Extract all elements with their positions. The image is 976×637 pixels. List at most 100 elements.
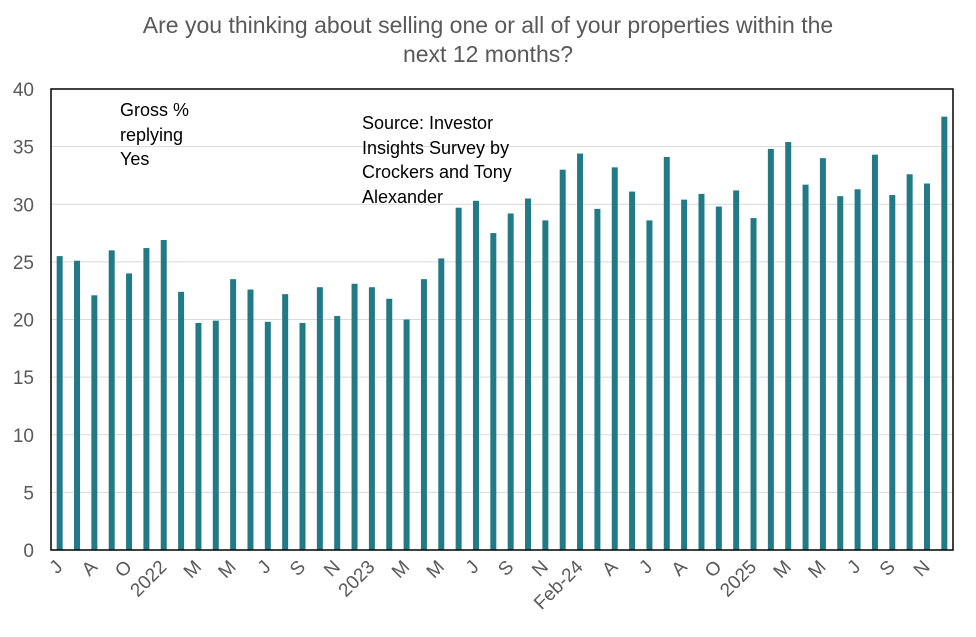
gridlines bbox=[51, 146, 953, 493]
y-tick-label: 0 bbox=[23, 541, 34, 562]
bar bbox=[195, 322, 202, 550]
series-label-annotation: Gross % replying Yes bbox=[120, 100, 189, 169]
bar bbox=[923, 183, 930, 550]
bar bbox=[264, 321, 271, 550]
bar bbox=[611, 167, 618, 550]
bar bbox=[438, 258, 445, 550]
bar bbox=[802, 184, 809, 550]
bar bbox=[403, 319, 410, 550]
bar bbox=[212, 320, 219, 550]
bar bbox=[108, 250, 115, 550]
y-tick-label: 25 bbox=[13, 253, 34, 274]
bar bbox=[750, 218, 757, 550]
x-tick-label: J bbox=[46, 557, 68, 579]
x-tick-label: A bbox=[598, 556, 622, 580]
x-tick-label: A bbox=[78, 556, 102, 580]
bar bbox=[56, 256, 63, 550]
bar bbox=[698, 193, 705, 550]
bar bbox=[282, 294, 289, 550]
bar bbox=[542, 220, 549, 550]
y-axis-tick-labels: 0 5 10 15 20 25 30 35 40 bbox=[13, 80, 34, 562]
bar bbox=[507, 213, 514, 550]
bar bbox=[715, 206, 722, 550]
y-tick-label: 35 bbox=[13, 138, 34, 159]
x-tick-label: M bbox=[180, 557, 206, 583]
x-tick-label: J bbox=[254, 557, 276, 579]
chart-title: Are you thinking about selling one or al… bbox=[143, 12, 833, 67]
x-tick-label: N bbox=[320, 557, 345, 582]
bar bbox=[316, 287, 323, 550]
bar bbox=[559, 169, 566, 551]
x-tick-label: S bbox=[286, 557, 310, 581]
x-tick-label: A bbox=[668, 556, 692, 580]
x-tick-label: M bbox=[804, 557, 830, 583]
bar bbox=[663, 156, 670, 550]
bar bbox=[681, 199, 688, 550]
y-tick-label: 30 bbox=[13, 195, 34, 216]
x-tick-label: J bbox=[635, 557, 657, 579]
bar bbox=[577, 153, 584, 551]
x-tick-label: N bbox=[528, 557, 553, 582]
bar bbox=[889, 195, 896, 550]
x-tick-label: O bbox=[111, 557, 136, 582]
bar bbox=[74, 260, 81, 550]
x-tick-label: M bbox=[770, 557, 796, 583]
bar bbox=[143, 248, 150, 551]
bar bbox=[368, 287, 375, 550]
y-tick-label: 15 bbox=[13, 368, 34, 389]
bar bbox=[126, 273, 133, 550]
bar bbox=[91, 295, 98, 550]
series-label-line: Yes bbox=[120, 149, 149, 169]
bar bbox=[525, 198, 532, 551]
source-note-annotation: Source: Investor Insights Survey by Croc… bbox=[362, 113, 512, 207]
bar bbox=[854, 189, 861, 550]
bar bbox=[230, 279, 237, 550]
bar bbox=[472, 200, 479, 551]
chart-title-line-2: next 12 months? bbox=[403, 41, 573, 67]
series-label-line: replying bbox=[120, 125, 183, 145]
source-note-line: Crockers and Tony bbox=[362, 162, 512, 182]
bar bbox=[420, 279, 427, 550]
y-tick-label: 20 bbox=[13, 311, 34, 332]
x-tick-label: 2022 bbox=[127, 557, 172, 602]
x-tick-label: S bbox=[494, 557, 518, 581]
x-tick-label: 2025 bbox=[716, 557, 761, 602]
bar bbox=[455, 207, 462, 550]
bar bbox=[160, 239, 167, 551]
x-tick-label: S bbox=[876, 557, 900, 581]
x-tick-label: M bbox=[215, 557, 241, 583]
chart-title-line-1: Are you thinking about selling one or al… bbox=[143, 12, 833, 38]
bar bbox=[733, 190, 740, 551]
y-tick-label: 40 bbox=[13, 80, 34, 101]
bar bbox=[646, 220, 653, 550]
x-tick-label: 2023 bbox=[335, 557, 380, 602]
bar bbox=[178, 291, 185, 550]
x-tick-label: J bbox=[844, 557, 866, 579]
bars bbox=[56, 116, 948, 551]
bar bbox=[386, 298, 393, 550]
x-tick-label: M bbox=[423, 557, 449, 583]
bar bbox=[247, 289, 254, 550]
bar bbox=[819, 158, 826, 550]
x-tick-label: O bbox=[701, 557, 726, 582]
source-note-line: Source: Investor bbox=[362, 113, 493, 133]
y-tick-label: 10 bbox=[13, 426, 34, 447]
bar bbox=[594, 208, 601, 551]
bar bbox=[490, 233, 497, 550]
bar bbox=[941, 116, 948, 550]
bar bbox=[299, 322, 306, 550]
plot-area-frame bbox=[50, 88, 954, 551]
bar bbox=[629, 191, 636, 550]
y-tick-label: 5 bbox=[23, 483, 34, 504]
source-note-line: Alexander bbox=[362, 187, 443, 207]
bar bbox=[906, 174, 913, 550]
bar bbox=[351, 283, 358, 550]
bar bbox=[334, 316, 341, 550]
x-tick-label: J bbox=[462, 557, 484, 579]
x-tick-label: M bbox=[388, 557, 414, 583]
bar bbox=[871, 154, 878, 550]
source-note-line: Insights Survey by bbox=[362, 138, 509, 158]
bar bbox=[767, 148, 774, 550]
